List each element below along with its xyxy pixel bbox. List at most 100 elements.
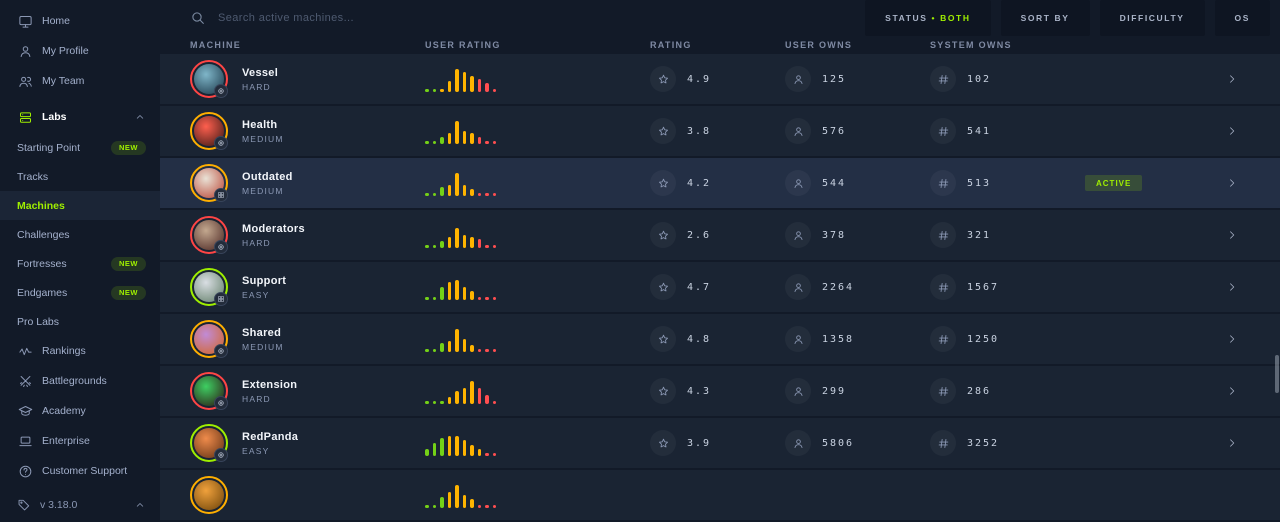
rating-value: 4.8 xyxy=(687,333,712,345)
scrollbar-thumb[interactable] xyxy=(1275,355,1279,393)
uowns-cell: 5806 xyxy=(785,430,930,456)
column-header-user-owns: USER OWNS xyxy=(785,40,853,50)
machine-avatar xyxy=(190,372,228,410)
machine-difficulty: HARD xyxy=(242,393,271,404)
filter-bar: STATUS • BOTH SORT BY DIFFICULTY OS xyxy=(865,0,1270,36)
search-input[interactable] xyxy=(218,12,538,24)
row-chevron-right-icon[interactable] xyxy=(1210,385,1250,397)
sidebar-item-label: Endgames xyxy=(17,286,68,299)
sidebar-item-label: Enterprise xyxy=(42,435,90,447)
user-icon xyxy=(785,430,811,456)
histogram-bar xyxy=(425,244,429,248)
histogram-bar xyxy=(447,435,451,456)
sidebar-item-machines[interactable]: Machines xyxy=(0,191,160,220)
sidebar-item-enterprise[interactable]: Enterprise xyxy=(0,426,160,456)
sidebar-item-customer-support[interactable]: Customer Support xyxy=(0,456,160,486)
machine-title: Vessel HARD xyxy=(242,67,278,92)
histogram-bar xyxy=(485,395,489,404)
sidebar-item-battlegrounds[interactable]: Battlegrounds xyxy=(0,366,160,396)
histogram-bar xyxy=(432,192,436,196)
sidebar-item-labs[interactable]: Labs xyxy=(0,101,160,133)
sidebar-item-tracks[interactable]: Tracks xyxy=(0,162,160,191)
sidebar-item-fortresses[interactable]: Fortresses NEW xyxy=(0,249,160,278)
machine-row[interactable]: Vessel HARD 4.9 125 102 xyxy=(160,54,1280,104)
sidebar-item-academy[interactable]: Academy xyxy=(0,396,160,426)
sidebar-item-home[interactable]: Home xyxy=(0,6,160,36)
linux-os-icon xyxy=(214,136,228,150)
hash-icon xyxy=(930,222,956,248)
histogram-bar xyxy=(492,244,496,248)
filter-os-button[interactable]: OS xyxy=(1214,0,1270,36)
sidebar-item-endgames[interactable]: Endgames NEW xyxy=(0,278,160,307)
system-owns-value: 321 xyxy=(967,229,992,241)
machine-row[interactable]: RedPanda EASY 3.9 5806 3252 xyxy=(160,418,1280,468)
row-chevron-right-icon[interactable] xyxy=(1210,177,1250,189)
machine-cell: RedPanda EASY xyxy=(190,424,425,462)
sidebar-item-label: Tracks xyxy=(17,170,49,183)
histogram-bar xyxy=(432,504,436,508)
linux-os-icon xyxy=(214,240,228,254)
machine-row[interactable]: Support EASY 4.7 2264 1567 xyxy=(160,262,1280,312)
uowns-cell: 544 xyxy=(785,170,930,196)
histogram-bar xyxy=(492,296,496,300)
machine-row[interactable]: Health MEDIUM 3.8 576 541 xyxy=(160,106,1280,156)
machine-name: Outdated xyxy=(242,170,293,183)
linux-os-icon xyxy=(214,396,228,410)
machine-row[interactable]: Shared MEDIUM 4.8 1358 1250 xyxy=(160,314,1280,364)
sidebar-item-my-team[interactable]: My Team xyxy=(0,66,160,96)
row-chevron-right-icon[interactable] xyxy=(1210,229,1250,241)
sidebar-item-starting-point[interactable]: Starting Point NEW xyxy=(0,133,160,162)
sowns-cell: 513 xyxy=(930,170,1085,196)
machine-cell xyxy=(190,476,425,514)
machine-row[interactable]: Moderators HARD 2.6 378 321 xyxy=(160,210,1280,260)
histogram-bar xyxy=(470,132,474,144)
row-chevron-right-icon[interactable] xyxy=(1210,125,1250,137)
sidebar-item-pro-labs[interactable]: Pro Labs xyxy=(0,307,160,336)
machine-difficulty: EASY xyxy=(242,289,270,300)
histogram-bar xyxy=(485,83,489,92)
status-cell: ACTIVE xyxy=(1085,175,1210,191)
user-rating-histogram xyxy=(425,170,650,196)
machine-cell: Outdated MEDIUM xyxy=(190,164,425,202)
machine-name: Health xyxy=(242,118,278,131)
histogram-bar xyxy=(425,348,429,352)
sidebar-item-rankings[interactable]: Rankings xyxy=(0,336,160,366)
star-icon xyxy=(650,274,676,300)
star-icon xyxy=(650,118,676,144)
chevron-up-icon xyxy=(134,111,146,123)
user-owns-value: 5806 xyxy=(822,437,855,449)
histogram-bar xyxy=(485,244,489,248)
filter-status-button[interactable]: STATUS • BOTH xyxy=(865,0,991,36)
sidebar-version[interactable]: v 3.18.0 xyxy=(0,488,160,522)
machine-row[interactable] xyxy=(160,470,1280,520)
sidebar-item-my-profile[interactable]: My Profile xyxy=(0,36,160,66)
enterprise-icon xyxy=(17,433,33,449)
histogram-bar xyxy=(485,140,489,144)
linux-os-icon xyxy=(214,84,228,98)
machine-cell: Shared MEDIUM xyxy=(190,320,425,358)
machine-name: Vessel xyxy=(242,66,279,79)
hash-icon xyxy=(930,170,956,196)
row-chevron-right-icon[interactable] xyxy=(1210,333,1250,345)
filter-sortby-button[interactable]: SORT BY xyxy=(1000,0,1090,36)
row-chevron-right-icon[interactable] xyxy=(1210,437,1250,449)
chevron-up-icon[interactable] xyxy=(134,499,146,511)
sidebar-item-label: Home xyxy=(42,15,71,27)
sowns-cell: 102 xyxy=(930,66,1085,92)
row-chevron-right-icon[interactable] xyxy=(1210,73,1250,85)
version-tag-icon xyxy=(17,498,32,513)
machine-difficulty: MEDIUM xyxy=(242,341,284,352)
machine-row[interactable]: Outdated MEDIUM 4.2 544 513 ACTIVE xyxy=(160,158,1280,208)
column-header-system-owns: SYSTEM OWNS xyxy=(930,40,1012,50)
star-icon xyxy=(650,170,676,196)
machine-avatar xyxy=(190,424,228,462)
machine-avatar xyxy=(190,476,228,514)
histogram-bar xyxy=(462,338,466,352)
active-badge: ACTIVE xyxy=(1085,175,1143,191)
sidebar-item-challenges[interactable]: Challenges xyxy=(0,220,160,249)
machine-row[interactable]: Extension HARD 4.3 299 286 xyxy=(160,366,1280,416)
filter-difficulty-button[interactable]: DIFFICULTY xyxy=(1099,0,1205,36)
row-chevron-right-icon[interactable] xyxy=(1210,281,1250,293)
user-icon xyxy=(785,66,811,92)
sowns-cell: 1567 xyxy=(930,274,1085,300)
